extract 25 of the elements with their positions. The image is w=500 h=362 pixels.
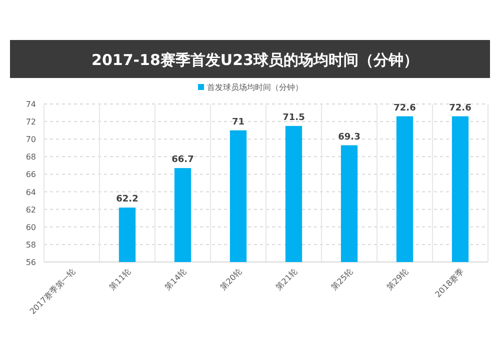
y-tick-label: 64 (26, 188, 36, 197)
data-label: 71.5 (282, 112, 305, 123)
x-tick-label: 第11轮 (108, 267, 133, 292)
legend-label: 首发球员场均时间（分钟） (207, 83, 303, 92)
data-label: 72.6 (449, 103, 472, 114)
data-label: 72.6 (394, 103, 416, 114)
data-label: 62.2 (116, 194, 138, 205)
data-label: 66.7 (172, 155, 194, 166)
y-tick-label: 72 (26, 118, 36, 127)
x-tick-label: 第14轮 (163, 267, 188, 292)
y-tick-label: 74 (26, 100, 36, 109)
chart-title: 2017-18赛季首发U23球员的场均时间（分钟） (92, 51, 418, 69)
x-tick-label: 第20轮 (218, 267, 244, 292)
x-tick-label: 第29轮 (385, 267, 410, 292)
y-tick-label: 70 (26, 135, 36, 144)
y-tick-label: 62 (26, 205, 36, 214)
x-tick-label: 第21轮 (274, 267, 300, 292)
y-tick-label: 58 (26, 240, 36, 250)
x-tick-label: 第25轮 (330, 267, 355, 292)
y-tick-label: 56 (26, 258, 36, 267)
y-tick-label: 66 (26, 170, 36, 180)
y-tick-label: 68 (26, 152, 36, 162)
data-label: 71 (232, 117, 245, 128)
y-tick-label: 60 (26, 222, 36, 232)
data-label: 69.3 (338, 132, 360, 142)
